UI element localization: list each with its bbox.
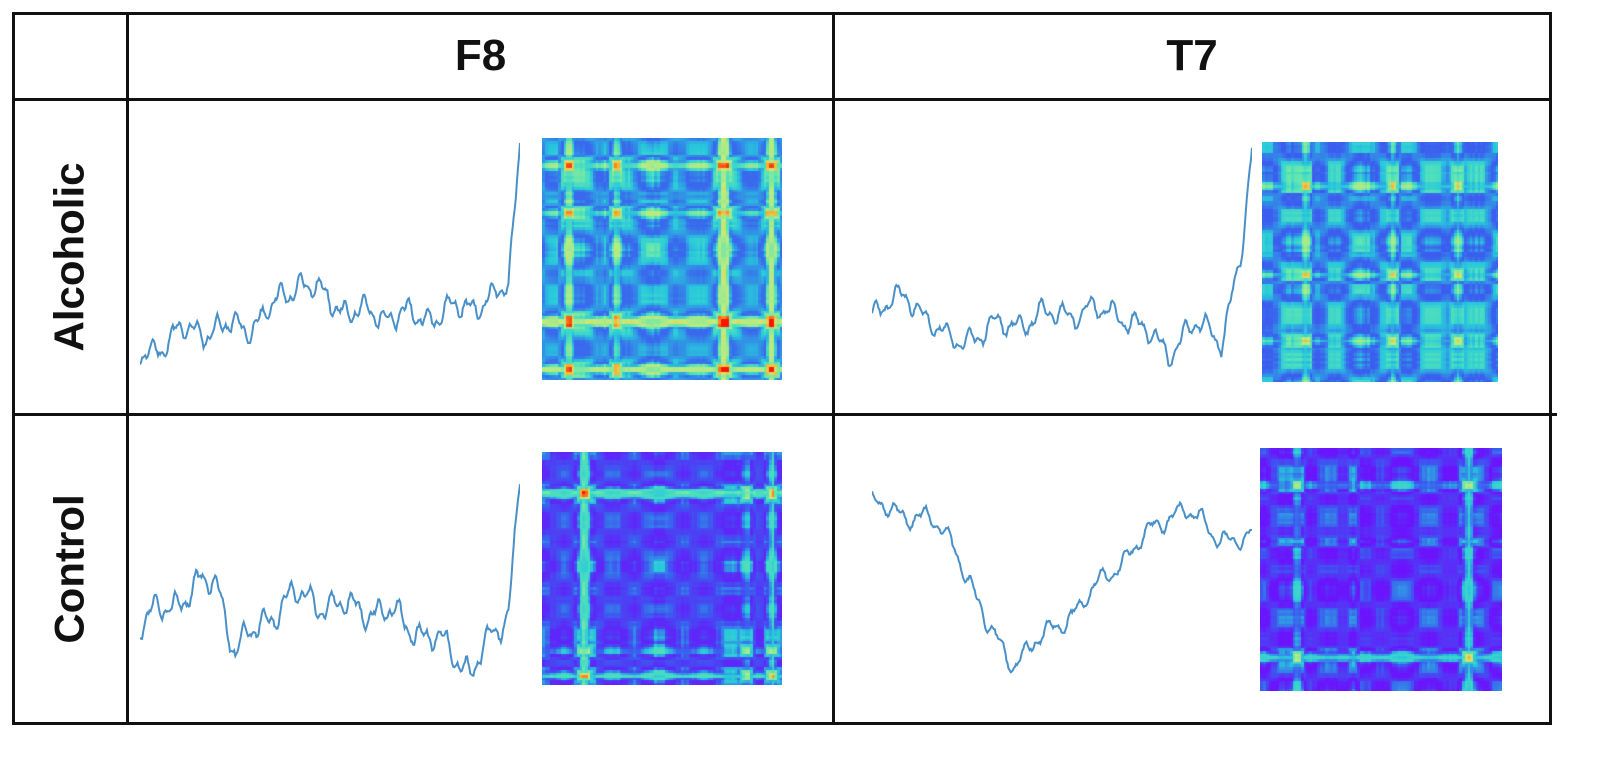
column-header-label: F8 (454, 31, 507, 80)
column-header-label: T7 (1166, 31, 1218, 80)
recurrence-plot-control-t7 (1260, 448, 1502, 691)
eeg-signal-line (872, 491, 1252, 674)
row-separator (12, 413, 1557, 416)
row-label-control: Control (12, 416, 128, 722)
column-separator (832, 12, 835, 725)
eeg-trace-alcoholic-f8 (140, 142, 520, 365)
recurrence-plot-alcoholic-f8 (542, 138, 782, 380)
label-column-separator (126, 12, 129, 725)
row-label-text: Control (46, 494, 94, 644)
row-label-alcoholic: Alcoholic (12, 101, 128, 413)
table-border-top (12, 12, 1552, 15)
recurrence-plot-control-f8 (542, 452, 782, 685)
eeg-trace-alcoholic-t7 (872, 147, 1252, 368)
recurrence-plot-alcoholic-t7 (1262, 142, 1498, 382)
eeg-signal-line (140, 142, 520, 365)
row-label-text: Alcoholic (46, 162, 93, 352)
eeg-signal-line (872, 147, 1252, 368)
header-separator (12, 98, 1552, 101)
eeg-trace-control-t7 (872, 491, 1252, 674)
table-border-bottom (12, 722, 1552, 725)
column-header-f8: F8 (129, 12, 832, 100)
table-border-left (12, 12, 15, 725)
eeg-signal-line (140, 484, 520, 678)
table-border-right (1549, 12, 1552, 725)
column-header-t7: T7 (835, 12, 1549, 100)
eeg-trace-control-f8 (140, 484, 520, 678)
